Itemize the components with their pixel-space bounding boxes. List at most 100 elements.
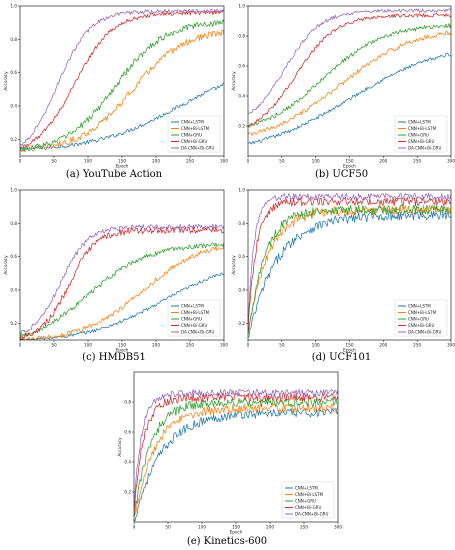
chart-svg-hmdb51: 0 50 100 150 200 250 300 0.2 0.4 0.6 0.8 1.0 Epoch Ac… (3, 188, 228, 353)
y-axis-label: Accuracy (3, 71, 8, 91)
legend-item-label: DA-CNN+Bi-GRU (295, 511, 329, 516)
series-line-cnn-gru (20, 19, 224, 152)
x-tick-label: 200 (379, 343, 387, 348)
series-line-cnn-bi-gru (248, 197, 451, 330)
y-tick-label: 0.6 (10, 254, 17, 259)
series-line-cnn-gru (248, 23, 451, 128)
chart-panel-ucf50: 0 50 100 150 200 250 300 0.2 0.4 0.6 0.8 1.0 Epoch Ac… (228, 0, 455, 182)
legend-item-label: CNN+Bi-LSTM (181, 126, 210, 131)
legend-item-label: CNN+GRU (295, 498, 316, 503)
legend-item-label: DA-CNN+Bi-GRU (408, 145, 442, 150)
x-tick-label: 100 (312, 159, 320, 164)
y-tick-label: 0.6 (238, 64, 245, 69)
y-tick-label: 0.2 (238, 124, 245, 129)
series-group (248, 8, 451, 145)
caption-ucf101: (d) UCF101 (311, 352, 372, 363)
x-tick-label: 0 (247, 343, 250, 348)
legend-item-label: CNN+Bi-GRU (181, 323, 207, 328)
y-tick-label: 0.6 (238, 254, 245, 259)
y-tick-label: 0.8 (124, 400, 131, 405)
legend-item-label: CNN+Bi-LSTM (408, 126, 437, 131)
caption-hmdb51: (c) HMDB51 (82, 352, 146, 363)
y-tick-label: 0.2 (238, 321, 245, 326)
y-tick-label: 0.2 (10, 321, 17, 326)
y-tick-label: 0.4 (10, 104, 17, 109)
series-line-da-cnn-bi-gru (134, 388, 338, 508)
series-line-cnn-bi-lstm (134, 403, 338, 517)
series-line-cnn-bi-gru (134, 392, 338, 512)
series-line-cnn-bi-lstm (248, 30, 451, 136)
x-tick-label: 200 (266, 525, 274, 530)
chart-svg-ucf101: 0 50 100 150 200 250 300 0.2 0.4 0.6 0.8 1.0 Epoch Ac… (231, 188, 455, 353)
chart-panel-kinetics-600: 0 50 100 150 200 250 300 0.2 0.4 0.6 0.8 Epoch Accur… (112, 366, 342, 550)
legend-item-label: CNN+LSTM (181, 303, 204, 308)
x-tick-label: 250 (300, 525, 308, 530)
x-tick-label: 200 (152, 343, 160, 348)
caption-kinetics-600: (e) Kinetics-600 (186, 536, 268, 547)
x-tick-label: 50 (279, 159, 285, 164)
series-group (20, 8, 224, 153)
y-tick-label: 0.2 (124, 490, 131, 495)
chart-panel-youtube-action: 0 50 100 150 200 250 300 0.2 0.4 0.6 0.8 1.0 Epoch Ac… (0, 0, 228, 182)
series-group (20, 223, 224, 340)
x-tick-label: 100 (84, 343, 92, 348)
series-line-cnn-bi-gru (248, 13, 451, 127)
legend-item-label: CNN+Bi-LSTM (408, 310, 437, 315)
x-tick-label: 50 (279, 343, 285, 348)
x-tick-label: 100 (84, 159, 92, 164)
x-tick-label: 50 (51, 343, 57, 348)
x-tick-label: 50 (165, 525, 171, 530)
series-line-cnn-bi-lstm (20, 246, 224, 340)
y-tick-label: 0.2 (10, 137, 17, 142)
x-tick-label: 150 (118, 159, 126, 164)
legend-item-label: CNN+Bi-GRU (295, 505, 321, 510)
series-line-da-cnn-bi-gru (20, 223, 224, 335)
x-tick-label: 300 (447, 343, 455, 348)
x-tick-label: 250 (413, 343, 421, 348)
x-tick-label: 100 (198, 525, 206, 530)
legend-item-label: CNN+Bi-GRU (408, 323, 434, 328)
y-tick-label: 0.8 (10, 221, 17, 226)
caption-youtube-action: (a) YouTube Action (65, 169, 163, 180)
y-axis-label: Accuracy (3, 255, 8, 275)
x-tick-label: 300 (447, 159, 455, 164)
x-tick-label: 250 (186, 159, 194, 164)
series-line-da-cnn-bi-gru (248, 192, 451, 322)
legend-item-label: CNN+LSTM (408, 119, 431, 124)
y-axis-label: Accuracy (117, 437, 122, 457)
legend-item-label: DA-CNN+Bi-GRU (181, 145, 215, 150)
x-tick-label: 300 (220, 159, 228, 164)
legend-item-label: CNN+LSTM (181, 119, 204, 124)
series-line-cnn-gru (20, 242, 224, 339)
legend-item-label: CNN+Bi-LSTM (181, 310, 210, 315)
y-tick-label: 0.4 (10, 288, 17, 293)
x-tick-label: 0 (133, 525, 136, 530)
y-axis-label: Accuracy (231, 255, 236, 275)
x-tick-label: 150 (118, 343, 126, 348)
y-tick-label: 1.0 (238, 188, 245, 193)
y-tick-label: 1.0 (10, 4, 17, 9)
chart-svg-ucf50: 0 50 100 150 200 250 300 0.2 0.4 0.6 0.8 1.0 Epoch Ac… (231, 4, 455, 169)
x-tick-label: 250 (186, 343, 194, 348)
series-group (248, 192, 451, 338)
y-tick-label: 0.6 (124, 430, 131, 435)
y-tick-label: 0.4 (124, 460, 131, 465)
series-line-cnn-lstm (248, 53, 451, 145)
series-line-cnn-bi-lstm (20, 29, 224, 153)
chart-svg-kinetics-600: 0 50 100 150 200 250 300 0.2 0.4 0.6 0.8 Epoch Accur… (117, 371, 342, 535)
x-tick-label: 50 (51, 159, 57, 164)
x-axis-label: Epoch (343, 164, 356, 169)
series-line-da-cnn-bi-gru (20, 8, 224, 147)
y-tick-label: 0.8 (10, 37, 17, 42)
legend-item-label: CNN+GRU (181, 132, 202, 137)
x-tick-label: 200 (379, 159, 387, 164)
legend-item-label: CNN+LSTM (295, 485, 318, 490)
x-tick-label: 300 (220, 343, 228, 348)
legend-item-label: CNN+GRU (408, 132, 429, 137)
legend-item-label: CNN+GRU (181, 316, 202, 321)
x-tick-label: 150 (346, 343, 354, 348)
x-axis-label: Epoch (230, 530, 243, 535)
